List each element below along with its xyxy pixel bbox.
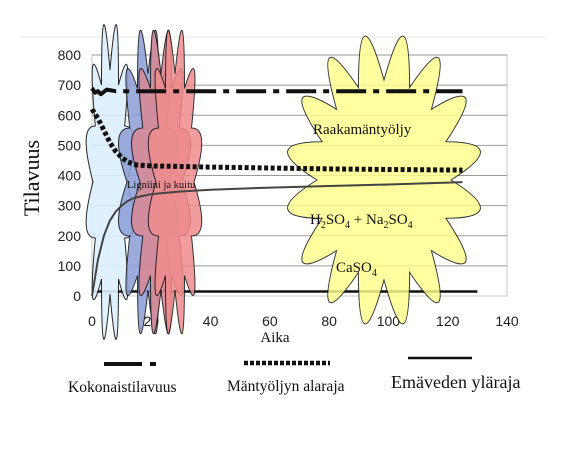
x-tick-label-4: 80: [321, 313, 337, 329]
na-so: SO: [388, 212, 407, 228]
caso-main: CaSO: [336, 260, 372, 276]
legend: Kokonaistilavuus Mäntyöljyn alaraja Emäv…: [68, 356, 520, 396]
legend-item-emaveden-ylaraja: Emäveden yläraja: [391, 356, 520, 392]
acid-h: H: [310, 212, 321, 228]
annotation-acids: H2SO4 + Na2SO4: [310, 212, 413, 231]
y-tick-label-5: 500: [58, 137, 82, 153]
series-line-0: [90, 87, 463, 97]
legend-item-mantyoljyn-alaraja: Mäntyöljyn alaraja: [227, 360, 345, 395]
y-tick-label-2: 200: [58, 228, 82, 244]
x-tick-label-0: 0: [88, 313, 96, 329]
series-line-1: [89, 107, 463, 173]
acid-plus: + Na: [350, 212, 384, 228]
annotation-caso4: CaSO4: [336, 260, 377, 279]
y-tick-label-7: 700: [58, 77, 82, 93]
x-tick-label-5: 100: [377, 313, 401, 329]
y-tick-label-4: 400: [58, 168, 82, 184]
y-tick-label-1: 100: [58, 258, 82, 274]
y-tick-label-6: 600: [58, 107, 82, 123]
y-tick-label-3: 300: [58, 198, 82, 214]
y-axis-label: Tilavuus: [19, 140, 44, 216]
annotation-tall-oil: Raakamäntyöljy: [313, 122, 412, 138]
x-axis-label: Aika: [260, 330, 290, 346]
cloud-pink: [147, 30, 203, 334]
x-tick-label-6: 120: [436, 313, 460, 329]
y-tick-label-8: 800: [58, 47, 82, 63]
cloud-yellow-shape: [287, 35, 481, 325]
legend-item-kokonaistilavuus: Kokonaistilavuus: [68, 362, 177, 396]
annotation-lignin: Ligniini ja kuitu: [127, 180, 196, 191]
series-front: [89, 87, 463, 297]
cloud-yellow: [287, 35, 481, 325]
cloud-pink-shape: [147, 30, 203, 334]
acid-h-sub: 2: [321, 220, 326, 231]
legend-label-mantyoljyn-alaraja: Mäntyöljyn alaraja: [227, 378, 345, 395]
legend-label-kokonaistilavuus: Kokonaistilavuus: [68, 379, 177, 396]
x-tick-label-3: 60: [262, 313, 278, 329]
series-line-2: [91, 181, 463, 297]
na-sub: 2: [383, 220, 388, 231]
y-tick-labels: 0 100 200 300 400 500 600 700 800: [58, 47, 82, 304]
legend-label-emaveden-ylaraja: Emäveden yläraja: [391, 372, 520, 392]
x-tick-label-2: 40: [203, 313, 219, 329]
acid-so: SO: [326, 212, 345, 228]
acid-so-sub: 4: [345, 220, 350, 231]
x-tick-label-7: 140: [495, 313, 519, 329]
na-so-sub: 4: [408, 220, 413, 231]
caso-sub: 4: [372, 268, 377, 279]
y-tick-label-0: 0: [73, 288, 81, 304]
